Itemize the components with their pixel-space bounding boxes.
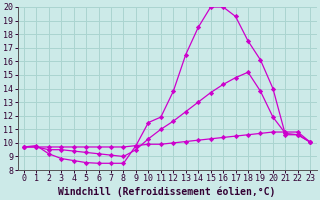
X-axis label: Windchill (Refroidissement éolien,°C): Windchill (Refroidissement éolien,°C)	[58, 186, 276, 197]
